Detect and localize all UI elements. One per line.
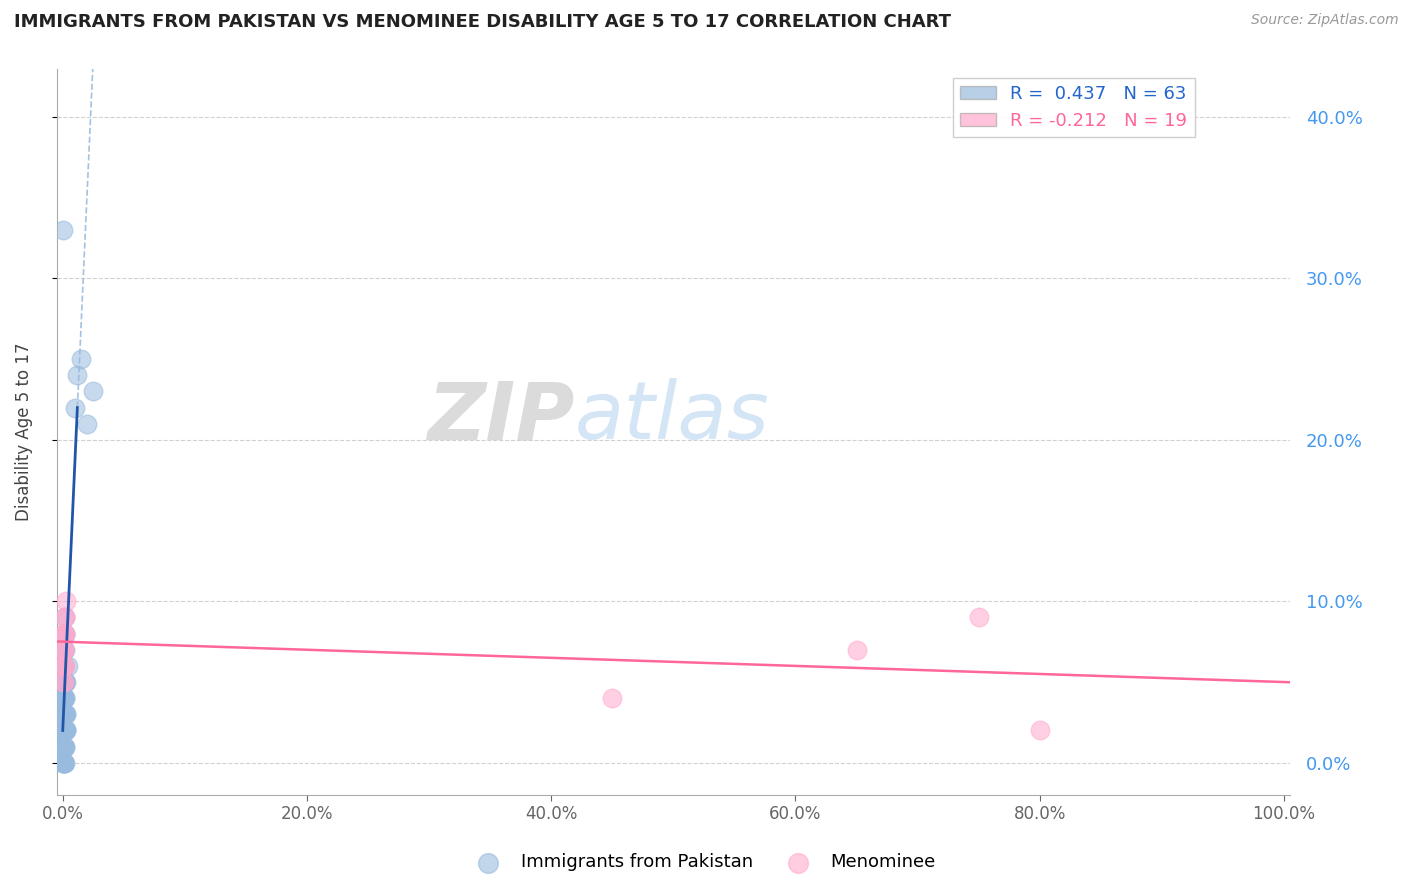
Point [52,756,75,770]
Point [52,756,75,770]
Point [52,707,75,722]
Point [52,756,75,770]
Point [55,594,77,608]
Point [52,626,75,640]
Point [967,610,990,624]
Point [55,707,77,722]
Point [52,691,75,706]
Point [52,691,75,706]
Point [70,352,93,367]
Point [52,642,75,657]
Point [52,691,75,706]
Point [53,756,76,770]
Point [52,756,75,770]
Text: ZIP: ZIP [427,378,575,457]
Text: Source: ZipAtlas.com: Source: ZipAtlas.com [1251,13,1399,28]
Point [53,626,76,640]
Point [53,723,76,738]
Point [53,626,76,640]
Point [52,642,75,657]
Point [52,659,75,673]
Y-axis label: Disability Age 5 to 17: Disability Age 5 to 17 [15,343,32,521]
Point [52,659,75,673]
Point [53,610,76,624]
Point [53,626,76,640]
Point [52,675,75,690]
Point [52,223,75,237]
Point [52,707,75,722]
Point [52,675,75,690]
Point [52,642,75,657]
Point [55,723,77,738]
Point [52,675,75,690]
Point [52,626,75,640]
Point [53,626,76,640]
Point [76,417,98,431]
Point [53,707,76,722]
Point [52,675,75,690]
Point [52,675,75,690]
Point [53,659,76,673]
Point [55,707,77,722]
Point [52,659,75,673]
Point [1028,723,1050,738]
Legend: R =  0.437   N = 63, R = -0.212   N = 19: R = 0.437 N = 63, R = -0.212 N = 19 [953,78,1195,137]
Point [63,401,86,415]
Point [53,675,76,690]
Point [52,691,75,706]
Point [52,723,75,738]
Point [52,739,75,754]
Point [52,626,75,640]
Point [52,691,75,706]
Point [52,723,75,738]
Point [52,642,75,657]
Point [845,642,868,657]
Point [53,610,76,624]
Point [52,691,75,706]
Point [53,691,76,706]
Point [53,707,76,722]
Point [52,723,75,738]
Point [52,739,75,754]
Legend: Immigrants from Pakistan, Menominee: Immigrants from Pakistan, Menominee [463,847,943,879]
Point [55,723,77,738]
Point [52,642,75,657]
Point [55,723,77,738]
Point [53,739,76,754]
Point [53,691,76,706]
Point [53,659,76,673]
Point [52,756,75,770]
Point [52,707,75,722]
Point [52,723,75,738]
Text: atlas: atlas [575,378,769,457]
Point [82,384,104,399]
Point [53,642,76,657]
Text: IMMIGRANTS FROM PAKISTAN VS MENOMINEE DISABILITY AGE 5 TO 17 CORRELATION CHART: IMMIGRANTS FROM PAKISTAN VS MENOMINEE DI… [14,13,950,31]
Point [52,707,75,722]
Point [52,739,75,754]
Point [52,659,75,673]
Point [56,659,79,673]
Point [600,691,623,706]
Point [53,610,76,624]
Point [53,739,76,754]
Point [55,675,77,690]
Point [53,675,76,690]
Point [52,739,75,754]
Point [52,659,75,673]
Point [52,675,75,690]
Point [53,739,76,754]
Point [66,368,89,383]
Point [52,642,75,657]
